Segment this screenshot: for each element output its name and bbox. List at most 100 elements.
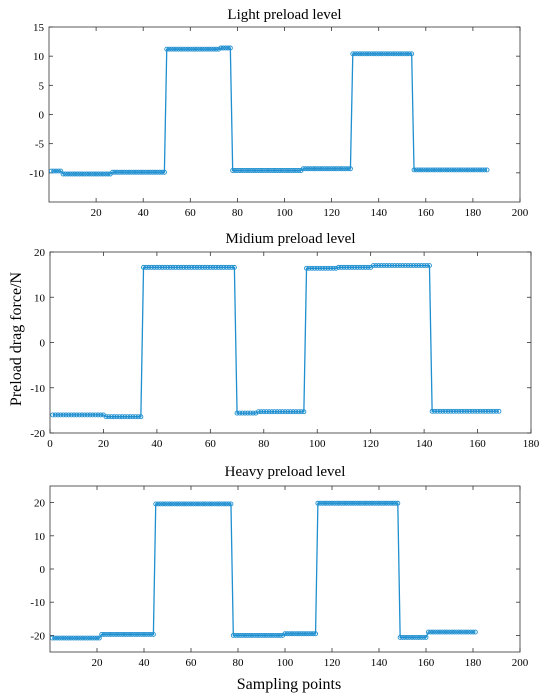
heavy-data-point <box>228 501 234 507</box>
light-x-tick-label: 60 <box>185 207 197 219</box>
medium-data-point <box>394 263 400 269</box>
medium-data-point <box>82 412 88 418</box>
heavy-data-point <box>432 629 438 635</box>
heavy-data-point <box>216 501 222 507</box>
light-data-point <box>345 166 351 172</box>
heavy-data-point <box>362 500 368 506</box>
heavy-data-point <box>395 500 401 506</box>
medium-data-point <box>432 408 438 414</box>
heavy-data-point <box>369 500 375 506</box>
medium-data-point <box>234 410 240 416</box>
medium-data-point <box>213 264 219 270</box>
medium-data-point <box>197 264 203 270</box>
shared-y-axis-label: Preload drag force/N <box>8 271 25 406</box>
medium-data-point <box>386 263 392 269</box>
light-data-point <box>442 167 448 173</box>
medium-x-tick-label: 160 <box>469 438 486 450</box>
medium-data-point <box>418 263 424 269</box>
medium-data-point <box>392 263 398 269</box>
medium-data-point <box>127 414 133 420</box>
light-data-point <box>270 168 276 173</box>
heavy-data-point <box>183 501 189 507</box>
medium-data-point <box>435 408 440 414</box>
heavy-data-point <box>397 634 403 640</box>
light-data-point <box>291 168 297 173</box>
heavy-x-tick-label: 20 <box>92 657 104 669</box>
light-data-point <box>225 45 231 51</box>
medium-data-point <box>218 264 224 270</box>
medium-data-point <box>183 264 189 270</box>
heavy-data-point <box>317 500 323 506</box>
heavy-data-point <box>129 631 135 637</box>
medium-data-point <box>205 264 211 270</box>
heavy-data-point <box>273 632 279 638</box>
light-data-point <box>390 51 396 57</box>
medium-data-point <box>485 408 491 414</box>
heavy-data-point <box>449 629 455 635</box>
medium-data-point <box>186 264 192 270</box>
medium-data-point <box>349 264 355 270</box>
light-data-point <box>58 168 64 174</box>
medium-data-point <box>74 412 80 418</box>
medium-data-point <box>373 263 379 269</box>
light-data-point <box>227 45 233 51</box>
light-data-point <box>131 169 137 175</box>
light-data-point <box>140 169 146 175</box>
medium-data-point <box>106 414 112 420</box>
heavy-data-point <box>364 500 370 506</box>
light-data-point <box>117 169 123 175</box>
heavy-data-point <box>92 635 98 641</box>
light-data-point <box>347 166 353 172</box>
heavy-data-point <box>49 635 55 641</box>
light-data-point <box>336 166 342 172</box>
light-data-point <box>110 169 116 175</box>
light-x-tick-label: 100 <box>276 207 293 219</box>
heavy-x-tick-label: 40 <box>139 657 151 669</box>
light-data-point <box>230 168 236 173</box>
light-data-point <box>157 169 163 175</box>
light-data-point <box>86 171 92 177</box>
light-data-point <box>246 168 252 173</box>
heavy-data-point <box>341 500 347 506</box>
light-data-point <box>213 46 219 52</box>
medium-data-point <box>111 414 117 420</box>
medium-data-point <box>443 408 448 414</box>
medium-data-point <box>141 264 146 270</box>
heavy-data-point <box>73 635 79 641</box>
medium-data-point <box>370 263 376 269</box>
medium-data-point <box>162 264 168 270</box>
light-data-point <box>482 167 488 173</box>
light-data-point <box>376 51 382 57</box>
medium-data-point <box>328 265 334 271</box>
heavy-data-point <box>122 631 128 637</box>
light-data-point <box>185 46 191 52</box>
light-data-point <box>444 167 450 173</box>
heavy-data-point <box>214 501 220 507</box>
light-data-point <box>423 167 429 173</box>
light-data-point <box>218 45 224 51</box>
light-data-point <box>369 51 375 57</box>
medium-data-point <box>282 409 288 415</box>
medium-y-tick-label: 20 <box>34 247 46 259</box>
heavy-data-point <box>54 635 60 641</box>
medium-data-point <box>66 412 72 418</box>
medium-data-point <box>352 264 358 270</box>
light-data-point <box>425 167 431 173</box>
light-data-point <box>385 51 391 57</box>
medium-data-point <box>175 264 181 270</box>
medium-data-point <box>84 412 90 418</box>
medium-data-point <box>464 408 470 414</box>
light-data-point <box>303 166 309 172</box>
light-data-point <box>456 167 462 173</box>
medium-data-point <box>181 264 187 270</box>
light-data-point <box>67 171 73 177</box>
medium-data-point <box>237 410 243 416</box>
light-data-point <box>484 167 490 173</box>
light-data-point <box>265 168 271 173</box>
medium-data-point <box>336 264 342 270</box>
medium-data-point <box>194 264 200 270</box>
light-data-point <box>439 167 445 173</box>
light-x-tick-label: 120 <box>323 207 340 219</box>
medium-data-point <box>378 263 384 269</box>
